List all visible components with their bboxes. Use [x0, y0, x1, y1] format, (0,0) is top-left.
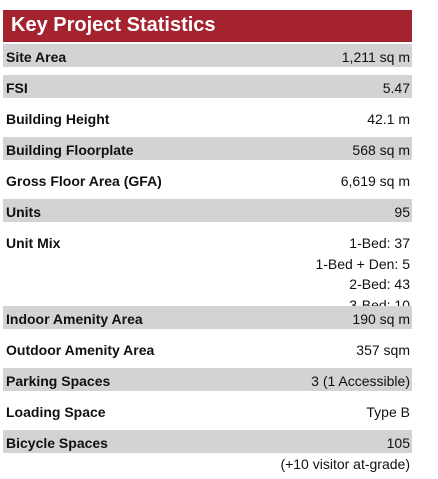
- row-label: Bicycle Spaces: [6, 435, 108, 451]
- value-line: (+10 visitor at-grade): [280, 455, 410, 472]
- row-shading: [3, 430, 412, 453]
- value-line: 3 (1 Accessible): [311, 373, 410, 389]
- value-line: 42.1 m: [367, 111, 410, 127]
- row-value: 190 sq m: [352, 309, 410, 330]
- row-value: 42.1 m: [367, 109, 410, 130]
- row-shading: [3, 75, 412, 98]
- value-line: 1-Bed + Den: 5: [315, 255, 410, 272]
- row-shading: [3, 368, 412, 391]
- row-value: 357 sqm: [356, 340, 410, 361]
- row-shading: [3, 306, 412, 329]
- value-line: 357 sqm: [356, 342, 410, 358]
- row-shading: [3, 44, 412, 67]
- row-label: Outdoor Amenity Area: [6, 342, 155, 358]
- row-label: Site Area: [6, 49, 67, 65]
- row-label: Units: [6, 204, 41, 220]
- value-line: 6,619 sq m: [340, 173, 410, 189]
- row-value: Type B: [366, 402, 410, 423]
- row-value: 6,619 sq m: [341, 171, 410, 192]
- value-line: 1,211 sq m: [341, 49, 410, 65]
- value-line: 105: [386, 435, 410, 451]
- row-value: 95: [394, 202, 410, 223]
- row-label: FSI: [6, 80, 28, 96]
- row-label: Parking Spaces: [6, 373, 111, 389]
- row-label: Gross Floor Area (GFA): [6, 173, 162, 189]
- value-line: 95: [394, 204, 410, 220]
- row-value: 568 sq m: [352, 140, 410, 161]
- row-value: 1,211 sq m: [342, 47, 410, 68]
- value-line: 5.47: [382, 80, 410, 96]
- row-label: Building Floorplate: [6, 142, 134, 158]
- value-line: Type B: [366, 404, 410, 420]
- row-shading: [3, 199, 412, 222]
- row-label: Indoor Amenity Area: [6, 311, 143, 327]
- row-value: 5.47: [383, 78, 410, 99]
- row-label: Building Height: [6, 111, 110, 127]
- title: Key Project Statistics: [11, 14, 216, 36]
- row-label: Unit Mix: [6, 235, 61, 251]
- value-line: 2-Bed: 43: [349, 276, 410, 292]
- row-value: 105 (+10 visitor at-grade): [280, 433, 410, 474]
- row-shading: [3, 137, 412, 160]
- header: Key Project Statistics: [3, 10, 412, 42]
- row-label: Loading Space: [6, 404, 106, 420]
- value-line: 568 sq m: [352, 142, 410, 158]
- value-line: 1-Bed: 37: [349, 235, 410, 251]
- row-value: 3 (1 Accessible): [311, 371, 410, 392]
- value-line: 190 sq m: [352, 311, 410, 327]
- row-value: 1-Bed: 37 1-Bed + Den: 5 2-Bed: 43 3-Bed: 1…: [315, 233, 410, 315]
